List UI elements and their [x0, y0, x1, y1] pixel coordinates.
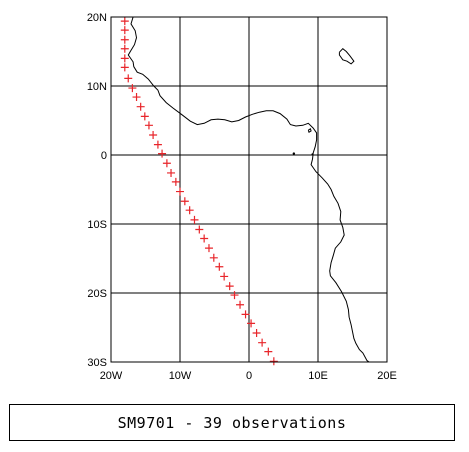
observation-marker [171, 177, 180, 186]
observation-marker [241, 310, 250, 319]
observation-marker [162, 159, 171, 168]
observation-marker [180, 197, 189, 206]
observation-marker [120, 26, 129, 35]
lat-tick-label: 0 [101, 150, 107, 162]
observation-marker [209, 253, 218, 262]
observation-marker [252, 329, 261, 338]
observation-marker [236, 300, 245, 309]
observation-marker [149, 130, 158, 139]
observation-marker [158, 149, 167, 158]
observation-marker [167, 168, 176, 177]
observation-marker [153, 140, 162, 149]
ship-track-map: 20W 10W 0 10E 20E 20N 10N 0 10S 20S 30S [87, 12, 397, 382]
map-frame [110, 16, 388, 363]
observation-marker [185, 206, 194, 215]
observation-marker [176, 187, 184, 196]
lon-tick-label: 20E [377, 370, 397, 382]
observation-marker [140, 112, 149, 121]
observation-marker [200, 234, 209, 243]
observation-marker [190, 215, 199, 224]
lat-lon-grid [110, 16, 388, 363]
observation-markers [120, 17, 278, 366]
lat-tick-label: 10N [87, 81, 107, 93]
lon-tick-label: 20W [100, 370, 123, 382]
island-outline [338, 48, 355, 65]
lon-tick-label: 10E [308, 370, 328, 382]
island-dot [311, 153, 314, 156]
observation-marker [120, 17, 129, 26]
observation-marker [128, 84, 137, 93]
observation-marker [120, 63, 129, 72]
longitude-tick-labels: 20W 10W 0 10E 20E [100, 370, 397, 382]
observation-marker [132, 93, 141, 102]
observation-marker [204, 244, 213, 253]
lat-tick-label: 20S [87, 288, 107, 300]
island-dot [292, 152, 296, 155]
african-coastline [127, 16, 370, 363]
caption-box: SM9701 - 39 observations [9, 404, 455, 441]
lat-tick-label: 20N [87, 12, 107, 24]
observation-marker [120, 54, 129, 63]
observation-marker [120, 35, 129, 44]
observation-marker [195, 225, 204, 234]
observation-marker [264, 347, 273, 356]
observation-marker [136, 102, 145, 111]
observation-marker [120, 44, 129, 53]
observation-marker [144, 121, 153, 130]
lat-tick-label: 30S [87, 357, 107, 369]
island-outline [307, 128, 312, 133]
observation-marker [124, 74, 133, 83]
caption-text: SM9701 - 39 observations [117, 413, 347, 432]
lon-tick-label: 0 [246, 370, 252, 382]
observation-marker [225, 282, 234, 291]
coastline-path [127, 16, 370, 363]
observation-marker [220, 272, 229, 281]
observation-marker [247, 319, 256, 328]
latitude-tick-labels: 20N 10N 0 10S 20S 30S [87, 12, 107, 369]
lat-tick-label: 10S [87, 219, 107, 231]
observation-marker [215, 262, 224, 271]
observation-marker [258, 338, 267, 347]
lon-tick-label: 10W [169, 370, 192, 382]
observation-marker [269, 357, 278, 366]
observation-marker [230, 291, 239, 300]
